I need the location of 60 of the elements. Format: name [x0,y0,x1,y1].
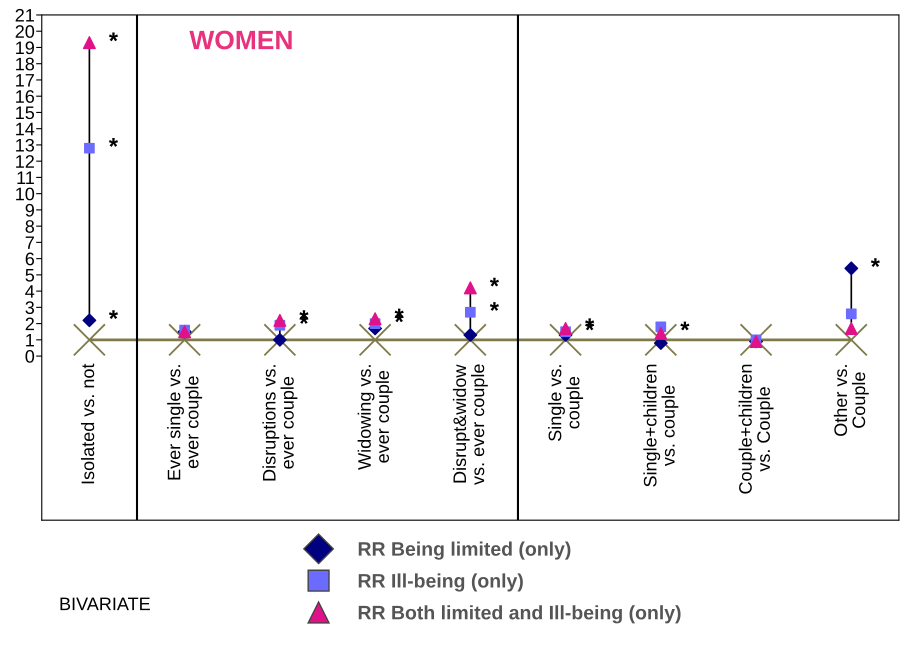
y-tick-label: 20 [16,25,34,38]
y-tick-label: 19 [16,41,34,54]
y-tick-label: 9 [26,204,34,217]
point [358,323,392,356]
y-tick-label: 3 [25,301,34,314]
legend-label: RR Ill-being (only) [358,573,523,592]
point [846,308,857,320]
annotation: * [108,310,118,319]
point [84,142,95,154]
y-tick-label: 10 [16,188,34,200]
y-tick-label: 11 [17,172,34,184]
x-tick-label: Ever single vs. ever couple [167,365,202,480]
point [654,326,668,340]
annotation: * [490,278,499,287]
point [559,322,572,335]
point [464,281,477,294]
point [273,314,286,327]
x-tick-label: Single+children vs. couple [643,364,678,487]
x-tick-label: Other vs. Couple [834,365,869,436]
y-tick-label: 16 [16,90,34,103]
y-tick-label: 17 [16,74,34,86]
y-tick-label: 2 [26,318,34,330]
legend-label: RR Both limited and Ill-being (only) [358,605,681,624]
annotation: * [108,32,118,42]
y-tick-label: 14 [16,122,34,136]
point [72,323,106,356]
x-tick-label: Couple+children vs. Couple [738,364,774,494]
point [454,323,487,356]
annotation: * [680,322,690,330]
point [834,323,868,356]
y-tick-label: 18 [16,58,34,70]
point [168,323,202,356]
y-tick-label: 21 [16,8,34,22]
y-tick-label: 6 [26,252,34,266]
point [844,261,858,276]
y-tick-label: 12 [16,155,34,168]
annotation: * [870,258,880,268]
y-tick-label: 8 [26,220,34,233]
x-tick-label: Isolated vs. not [80,364,94,484]
x-tick-label: Single vs. couple [548,365,584,441]
point [844,322,858,335]
annotation: * [108,138,118,147]
point [464,306,476,318]
y-tick-label: 7 [26,236,34,249]
y-tick-label: 13 [16,138,34,152]
point [82,36,96,50]
text: BIVARIATE [60,598,150,610]
point [82,313,96,328]
x-tick-label: Disruptions vs. ever couple [262,365,298,480]
y-tick-label: 15 [16,106,34,120]
chart-title: WOMEN [189,30,292,50]
y-tick-label: 1 [26,334,34,346]
point [463,328,478,342]
legend-label: RR Being limited (only) [358,542,570,560]
point [368,312,382,326]
y-tick-label: 4 [25,285,34,298]
x-tick-label: Disrupt&widow vs. ever couple [452,364,488,485]
y-tick-label: 0 [25,350,34,363]
y-tick-label: 5 [26,268,34,282]
annotation: * [490,302,499,311]
